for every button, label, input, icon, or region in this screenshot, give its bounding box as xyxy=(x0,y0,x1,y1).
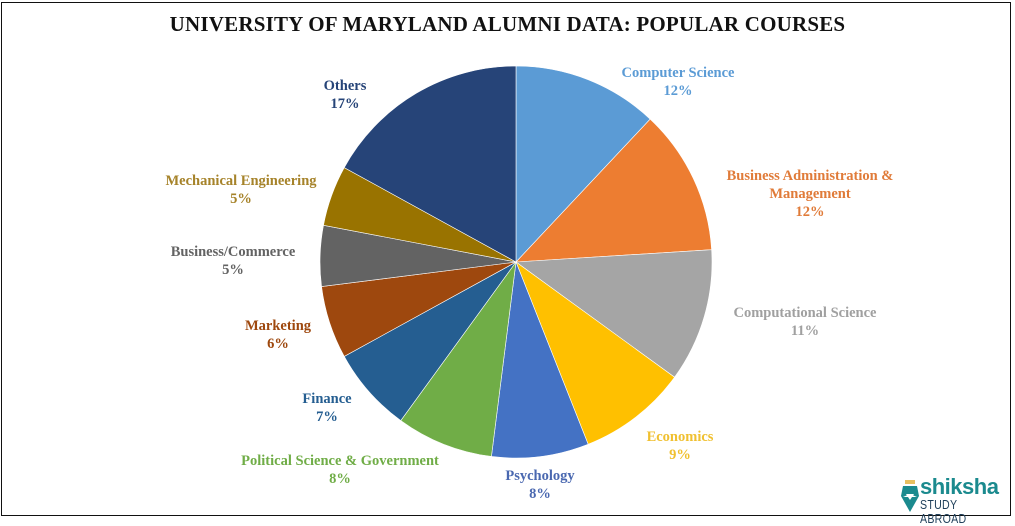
label-finance: Finance 7% xyxy=(302,391,352,425)
chart-frame xyxy=(1,2,1011,516)
label-computer-science: Computer Science 12% xyxy=(621,65,735,99)
pie-slice-economics xyxy=(515,261,675,445)
label-marketing: Marketing 6% xyxy=(244,318,312,352)
pen-nib-icon xyxy=(901,480,919,512)
label-others: Others 17% xyxy=(323,78,367,112)
pie-slice-business-administration-management xyxy=(515,118,712,263)
pie-slice-others xyxy=(343,65,517,263)
pie-slice-political-science-government xyxy=(400,261,517,457)
label-psychology: Psychology 8% xyxy=(505,468,575,502)
chart-title: UNIVERSITY OF MARYLAND ALUMNI DATA: POPU… xyxy=(169,12,846,36)
pie-slice-computational-science xyxy=(515,249,713,378)
pie-slice-computer-science xyxy=(515,65,651,263)
label-business-administration: Business Administration & Management 12% xyxy=(726,168,894,220)
label-mechanical-engineering: Mechanical Engineering 5% xyxy=(165,173,317,207)
label-computational-science: Computational Science 11% xyxy=(733,305,877,339)
pie-slice-psychology xyxy=(491,261,589,459)
label-business-commerce: Business/Commerce 5% xyxy=(170,244,296,278)
label-political-science: Political Science & Government 8% xyxy=(241,453,439,487)
shiksha-logo: shiksha STUDY ABROAD xyxy=(898,474,1010,526)
logo-wordmark: shiksha xyxy=(920,474,999,499)
label-economics: Economics 9% xyxy=(646,429,714,463)
